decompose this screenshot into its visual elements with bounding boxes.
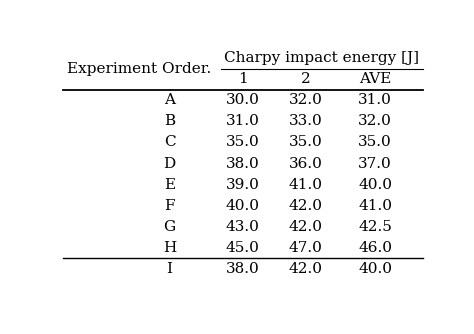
Text: 2: 2 xyxy=(301,72,310,87)
Text: 32.0: 32.0 xyxy=(358,115,392,129)
Text: 42.0: 42.0 xyxy=(288,199,322,213)
Text: 40.0: 40.0 xyxy=(358,262,392,276)
Text: 31.0: 31.0 xyxy=(358,94,392,108)
Text: 38.0: 38.0 xyxy=(226,262,260,276)
Text: AVE: AVE xyxy=(359,72,392,87)
Text: H: H xyxy=(163,241,176,255)
Text: E: E xyxy=(164,178,175,192)
Text: 35.0: 35.0 xyxy=(226,136,260,150)
Text: Experiment Order.: Experiment Order. xyxy=(66,62,211,76)
Text: 1: 1 xyxy=(238,72,248,87)
Text: 42.0: 42.0 xyxy=(288,262,322,276)
Text: 30.0: 30.0 xyxy=(226,94,260,108)
Text: 35.0: 35.0 xyxy=(289,136,322,150)
Text: 37.0: 37.0 xyxy=(358,157,392,171)
Text: 39.0: 39.0 xyxy=(226,178,260,192)
Text: 42.0: 42.0 xyxy=(288,220,322,234)
Text: A: A xyxy=(164,94,175,108)
Text: G: G xyxy=(164,220,175,234)
Text: 38.0: 38.0 xyxy=(226,157,260,171)
Text: B: B xyxy=(164,115,175,129)
Text: I: I xyxy=(166,262,173,276)
Text: 41.0: 41.0 xyxy=(288,178,322,192)
Text: 40.0: 40.0 xyxy=(358,178,392,192)
Text: 46.0: 46.0 xyxy=(358,241,392,255)
Text: 36.0: 36.0 xyxy=(289,157,322,171)
Text: Charpy impact energy [J]: Charpy impact energy [J] xyxy=(224,51,419,65)
Text: 33.0: 33.0 xyxy=(289,115,322,129)
Text: 45.0: 45.0 xyxy=(226,241,260,255)
Text: 42.5: 42.5 xyxy=(358,220,392,234)
Text: 43.0: 43.0 xyxy=(226,220,260,234)
Text: D: D xyxy=(164,157,175,171)
Text: C: C xyxy=(164,136,175,150)
Text: 35.0: 35.0 xyxy=(358,136,392,150)
Text: F: F xyxy=(164,199,175,213)
Text: 31.0: 31.0 xyxy=(226,115,260,129)
Text: 47.0: 47.0 xyxy=(289,241,322,255)
Text: 32.0: 32.0 xyxy=(289,94,322,108)
Text: 41.0: 41.0 xyxy=(358,199,392,213)
Text: 40.0: 40.0 xyxy=(226,199,260,213)
